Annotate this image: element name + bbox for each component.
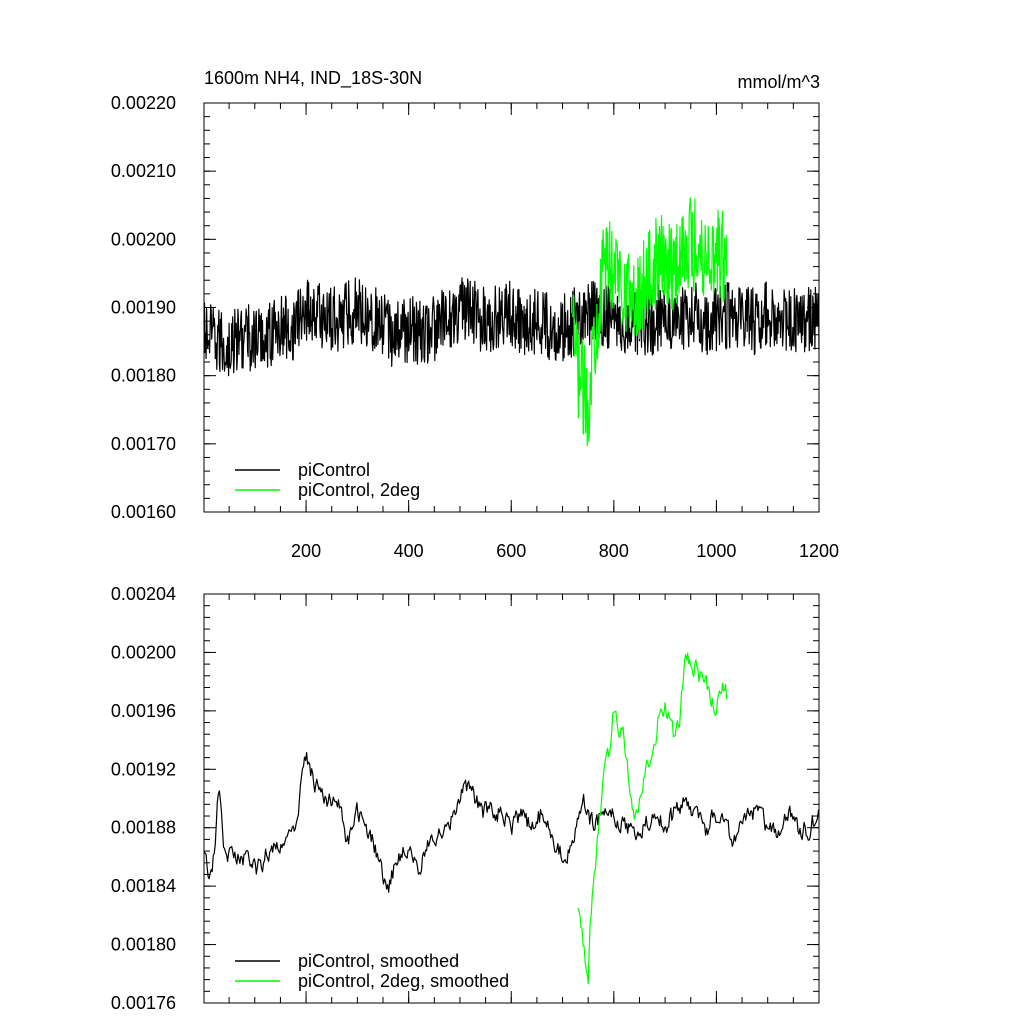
top-tick-labels: 0.00160 0.00170 0.00180 0.00190 0.00200 0.002… xyxy=(111,93,839,561)
figure-title: 1600m NH4, IND_18S-30N xyxy=(204,68,422,89)
bottom-ytick-label: 0.00196 xyxy=(111,701,176,721)
top-xtick-label: 1200 xyxy=(799,541,839,561)
bottom-series-1-line xyxy=(203,751,820,893)
top-series-2-line xyxy=(572,197,728,447)
bottom-ytick-label: 0.00180 xyxy=(111,935,176,955)
top-ytick-label: 0.00210 xyxy=(111,161,176,181)
top-ytick-label: 0.00220 xyxy=(111,93,176,113)
top-legend-label-2: piControl, 2deg xyxy=(298,480,420,500)
top-ticks xyxy=(204,102,820,513)
top-panel: 0.00160 0.00170 0.00180 0.00190 0.00200 0.002… xyxy=(111,93,839,561)
bottom-ytick-label: 0.00192 xyxy=(111,759,176,779)
top-xtick-label: 400 xyxy=(394,541,424,561)
top-xtick-label: 800 xyxy=(599,541,629,561)
bottom-ticks xyxy=(204,593,820,1004)
bottom-legend-label-1: piControl, smoothed xyxy=(298,951,459,971)
top-ytick-label: 0.00160 xyxy=(111,502,176,522)
bottom-ytick-label: 0.00204 xyxy=(111,584,176,604)
top-plot-frame xyxy=(203,102,820,513)
top-series-1-line xyxy=(203,277,820,377)
bottom-legend-label-2: piControl, 2deg, smoothed xyxy=(298,971,509,991)
bottom-panel: 0.00176 0.00180 0.00184 0.00188 0.00192 0.001… xyxy=(111,584,820,1013)
top-ytick-label: 0.00190 xyxy=(111,298,176,318)
top-ytick-label: 0.00180 xyxy=(111,366,176,386)
bottom-series-lines xyxy=(203,652,820,985)
bottom-series-2-line xyxy=(577,652,728,985)
top-ytick-label: 0.00170 xyxy=(111,434,176,454)
bottom-ytick-label: 0.00188 xyxy=(111,818,176,838)
bottom-ytick-label: 0.00184 xyxy=(111,876,176,896)
top-ytick-label: 0.00200 xyxy=(111,229,176,249)
bottom-tick-labels: 0.00176 0.00180 0.00184 0.00188 0.00192 0.001… xyxy=(111,584,176,1013)
top-xtick-label: 1000 xyxy=(696,541,736,561)
bottom-plot-frame xyxy=(203,593,820,1004)
figure-units: mmol/m^3 xyxy=(738,72,820,92)
top-xtick-label: 600 xyxy=(496,541,526,561)
top-legend-label-1: piControl xyxy=(298,460,370,480)
top-xtick-label: 200 xyxy=(291,541,321,561)
bottom-ytick-label: 0.00176 xyxy=(111,993,176,1013)
bottom-ytick-label: 0.00200 xyxy=(111,642,176,662)
top-series-lines xyxy=(203,197,820,447)
